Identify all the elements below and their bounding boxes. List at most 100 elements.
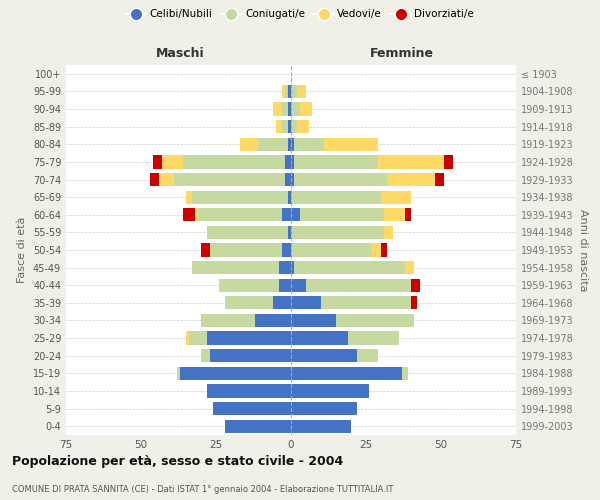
Bar — [276, 120, 282, 134]
Bar — [381, 190, 411, 204]
Bar — [186, 190, 192, 204]
Bar — [273, 102, 282, 116]
Bar — [291, 314, 336, 327]
Bar — [291, 138, 294, 151]
Bar — [282, 208, 291, 222]
Bar — [282, 120, 288, 134]
Bar — [225, 296, 273, 310]
Bar — [285, 173, 291, 186]
Bar — [198, 208, 282, 222]
Bar — [291, 85, 297, 98]
Bar — [201, 349, 210, 362]
Bar — [291, 226, 384, 239]
Bar — [288, 120, 291, 134]
Bar — [336, 314, 414, 327]
Bar — [201, 244, 210, 256]
Bar — [291, 120, 297, 134]
Bar — [321, 296, 411, 310]
Bar — [297, 85, 306, 98]
Bar — [300, 102, 312, 116]
Bar — [273, 296, 291, 310]
Bar — [192, 190, 288, 204]
Bar — [291, 384, 369, 398]
Bar — [405, 261, 414, 274]
Bar — [285, 156, 291, 168]
Bar — [240, 138, 258, 151]
Bar — [294, 138, 324, 151]
Bar — [201, 314, 255, 327]
Bar — [291, 332, 348, 344]
Bar — [372, 244, 381, 256]
Bar — [213, 402, 291, 415]
Text: Maschi: Maschi — [155, 46, 205, 60]
Bar — [288, 190, 291, 204]
Y-axis label: Anni di nascita: Anni di nascita — [577, 209, 587, 291]
Bar — [291, 244, 372, 256]
Bar — [150, 173, 159, 186]
Bar — [177, 366, 180, 380]
Bar — [153, 156, 162, 168]
Bar — [288, 226, 291, 239]
Bar — [288, 85, 291, 98]
Bar — [291, 173, 294, 186]
Bar — [210, 349, 291, 362]
Bar — [291, 190, 381, 204]
Bar — [279, 278, 291, 292]
Y-axis label: Fasce di età: Fasce di età — [17, 217, 27, 283]
Bar — [288, 138, 291, 151]
Bar — [291, 156, 294, 168]
Bar — [291, 208, 300, 222]
Bar — [294, 261, 405, 274]
Bar — [159, 173, 174, 186]
Bar — [282, 85, 285, 98]
Bar — [291, 366, 402, 380]
Bar — [384, 226, 393, 239]
Bar — [219, 278, 279, 292]
Bar — [405, 208, 411, 222]
Bar — [180, 366, 291, 380]
Bar — [186, 332, 189, 344]
Bar — [291, 102, 300, 116]
Bar — [207, 384, 291, 398]
Bar — [210, 244, 282, 256]
Bar — [300, 208, 384, 222]
Bar — [291, 278, 306, 292]
Bar — [294, 173, 387, 186]
Bar — [258, 138, 288, 151]
Bar — [162, 156, 183, 168]
Text: Popolazione per età, sesso e stato civile - 2004: Popolazione per età, sesso e stato civil… — [12, 454, 343, 468]
Bar — [381, 244, 387, 256]
Bar — [348, 332, 399, 344]
Bar — [411, 278, 420, 292]
Bar — [435, 173, 444, 186]
Bar — [384, 208, 405, 222]
Bar — [282, 244, 291, 256]
Bar — [306, 278, 411, 292]
Bar — [207, 332, 291, 344]
Bar — [357, 349, 378, 362]
Bar — [324, 138, 378, 151]
Bar — [378, 156, 444, 168]
Bar — [291, 402, 357, 415]
Bar — [411, 296, 417, 310]
Bar — [195, 208, 198, 222]
Bar — [255, 314, 291, 327]
Bar — [291, 420, 351, 433]
Bar — [444, 156, 453, 168]
Bar — [294, 156, 378, 168]
Bar — [288, 102, 291, 116]
Bar — [285, 85, 288, 98]
Bar — [207, 226, 288, 239]
Bar — [279, 261, 291, 274]
Bar — [291, 349, 357, 362]
Text: Femmine: Femmine — [370, 46, 434, 60]
Bar — [225, 420, 291, 433]
Bar — [297, 120, 309, 134]
Bar — [192, 261, 279, 274]
Legend: Celibi/Nubili, Coniugati/e, Vedovi/e, Divorziati/e: Celibi/Nubili, Coniugati/e, Vedovi/e, Di… — [122, 5, 478, 24]
Bar — [183, 208, 195, 222]
Bar — [402, 366, 408, 380]
Bar — [291, 261, 294, 274]
Bar — [174, 173, 285, 186]
Bar — [387, 173, 435, 186]
